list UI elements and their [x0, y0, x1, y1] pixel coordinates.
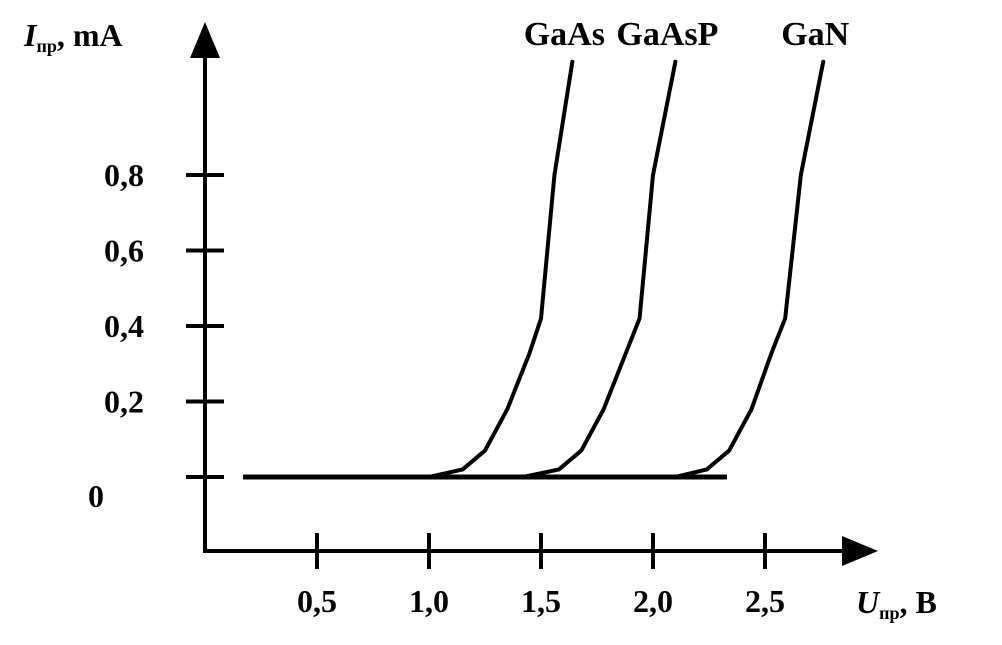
y-tick-label: 0: [88, 478, 104, 514]
y-tick-label: 0,8: [104, 157, 144, 193]
series-line-gaas: [427, 59, 575, 479]
series-label-gaasp: GaAsP: [616, 16, 718, 53]
x-tick-label: 2,0: [633, 583, 673, 619]
ticks-layer: 0 0,2 0,4 0,6 0,8 0,5 1,0 1,5 2,0 2,5: [88, 157, 785, 619]
y-tick-label: 0,4: [104, 308, 144, 344]
series-line-gan: [673, 59, 826, 479]
series-label-gaas: GaAs: [524, 16, 605, 53]
x-tick-label: 0,5: [297, 583, 337, 619]
series-line-gaasp: [521, 59, 678, 479]
x-tick-label: 1,5: [521, 583, 561, 619]
y-tick-label: 0,6: [104, 233, 144, 269]
x-tick-label: 2,5: [745, 583, 785, 619]
x-axis-title: Uпр, В: [856, 584, 937, 623]
y-axis-arrow: [190, 22, 220, 58]
series-label-gan: GaN: [781, 16, 849, 53]
y-axis-title: Iпр, mA: [23, 17, 123, 56]
y-tick-label: 0,2: [104, 384, 144, 420]
x-tick-label: 1,0: [409, 583, 449, 619]
x-axis-arrow: [842, 536, 878, 566]
marks-layer: GaAs GaAsP GaN: [243, 16, 850, 480]
